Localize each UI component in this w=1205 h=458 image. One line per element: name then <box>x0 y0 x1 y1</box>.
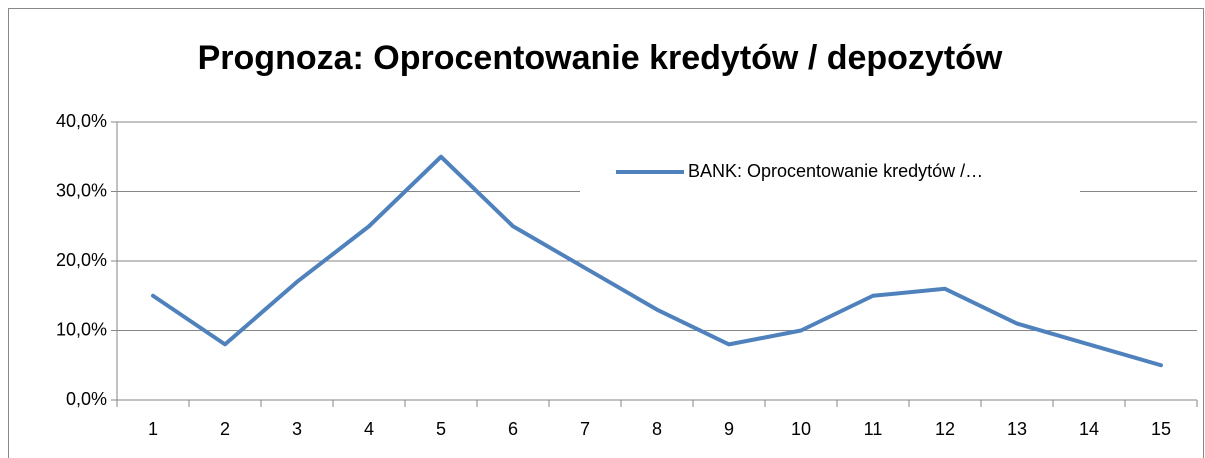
x-tick-label: 7 <box>580 419 590 439</box>
chart-border <box>8 8 1204 458</box>
x-tick-label: 15 <box>1151 419 1171 439</box>
x-tick-label: 4 <box>364 419 374 439</box>
chart-title: Prognoza: Oprocentowanie kredytów / depo… <box>198 39 1003 77</box>
x-tick-label: 8 <box>652 419 662 439</box>
x-tick-label: 1 <box>148 419 158 439</box>
x-tick-label: 10 <box>791 419 811 439</box>
x-tick-label: 12 <box>935 419 955 439</box>
y-tick-label: 20,0% <box>56 250 107 270</box>
x-tick-label: 6 <box>508 419 518 439</box>
y-tick-label: 10,0% <box>56 319 107 339</box>
x-tick-label: 9 <box>724 419 734 439</box>
x-tick-label: 11 <box>864 419 883 439</box>
x-tick-label: 3 <box>292 419 302 439</box>
y-tick-label: 40,0% <box>56 111 107 131</box>
data-line <box>151 154 1163 368</box>
y-tick-label: 30,0% <box>56 180 107 200</box>
x-tick-label: 14 <box>1079 419 1099 439</box>
x-tick-label: 13 <box>1007 419 1027 439</box>
legend-label: BANK: Oprocentowanie kredytów /… <box>688 161 983 181</box>
x-tick-label: 5 <box>436 419 446 439</box>
x-tick-label: 2 <box>220 419 230 439</box>
y-tick-label: 0,0% <box>66 389 107 409</box>
